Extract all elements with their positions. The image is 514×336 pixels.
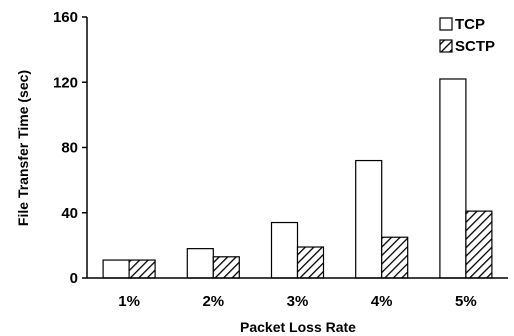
legend: TCP SCTP bbox=[439, 16, 495, 55]
x-axis-label: Packet Loss Rate bbox=[240, 319, 356, 335]
bar-tcp-3 bbox=[355, 159, 383, 279]
x-ticks: 1% 2% 3% 4% 5% bbox=[118, 293, 476, 310]
legend-label-tcp: TCP bbox=[455, 16, 485, 33]
legend-swatch-sctp bbox=[439, 39, 453, 53]
x-tick-label: 2% bbox=[202, 293, 224, 310]
x-tick-label: 5% bbox=[455, 293, 477, 310]
bar-sctp-4 bbox=[465, 210, 493, 279]
x-tick-label: 3% bbox=[287, 293, 309, 310]
y-axis-label: File Transfer Time (sec) bbox=[15, 70, 31, 226]
bar-tcp-1 bbox=[186, 248, 214, 279]
y-tick-label: 80 bbox=[61, 140, 78, 157]
bar-sctp-1 bbox=[212, 256, 240, 279]
bar-sctp-3 bbox=[381, 236, 409, 279]
x-tick-label: 4% bbox=[371, 293, 393, 310]
y-tick-label: 0 bbox=[70, 270, 78, 287]
y-tick-label: 40 bbox=[61, 205, 78, 222]
legend-swatch-tcp bbox=[439, 17, 453, 31]
bar-tcp-0 bbox=[102, 259, 130, 279]
plot-area bbox=[102, 78, 493, 279]
bar-tcp-4 bbox=[439, 78, 467, 279]
x-tick-label: 1% bbox=[118, 293, 140, 310]
bar-sctp-2 bbox=[296, 246, 325, 279]
legend-label-sctp: SCTP bbox=[455, 38, 495, 55]
y-ticks: 0 40 80 120 160 bbox=[53, 9, 87, 287]
y-tick-label: 160 bbox=[53, 9, 78, 26]
bar-tcp-2 bbox=[270, 221, 299, 279]
y-tick-label: 120 bbox=[53, 74, 78, 91]
bar-sctp-0 bbox=[128, 259, 156, 279]
